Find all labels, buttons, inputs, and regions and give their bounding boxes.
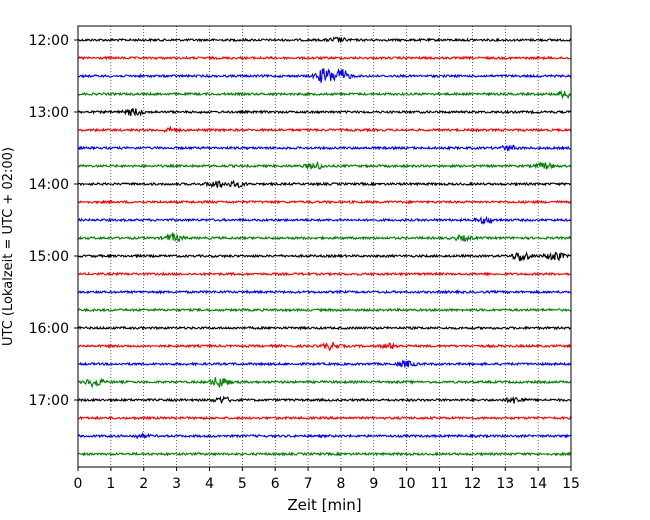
seismogram-trace <box>77 160 571 171</box>
y-tick-label: 16:00 <box>29 321 69 337</box>
x-tick-label: 5 <box>238 476 247 492</box>
seismogram-trace <box>77 431 572 440</box>
y-tick-label: 17:00 <box>29 393 69 409</box>
x-tick-label: 7 <box>304 476 313 492</box>
y-tick-label: 12:00 <box>29 33 69 49</box>
seismogram-trace <box>77 108 572 117</box>
seismogram-trace <box>77 180 572 189</box>
y-axis-ticks: 12:00 13:00 14:00 15:00 16:00 17:00 <box>29 33 78 409</box>
x-tick-label: 0 <box>74 476 83 492</box>
y-tick-label: 15:00 <box>29 249 69 265</box>
seismogram-trace <box>77 377 572 389</box>
x-tick-label: 4 <box>205 476 214 492</box>
seismogram-trace <box>77 89 572 100</box>
x-tick-label: 3 <box>172 476 181 492</box>
x-tick-label: 10 <box>398 476 416 492</box>
seismogram-trace <box>77 307 572 313</box>
x-tick-label: 11 <box>431 476 449 492</box>
seismogram-trace <box>77 250 572 262</box>
seismogram-trace <box>77 341 572 351</box>
seismogram-trace <box>77 125 572 134</box>
y-tick-label: 14:00 <box>29 177 69 193</box>
x-tick-label: 2 <box>139 476 148 492</box>
seismogram-trace <box>77 36 571 43</box>
seismogram-trace <box>77 199 572 205</box>
seismogram-traces <box>77 36 572 457</box>
seismogram-trace <box>77 144 572 152</box>
x-tick-label: 14 <box>529 476 547 492</box>
seismogram-trace <box>78 415 572 421</box>
seismogram-trace <box>77 271 572 277</box>
seismogram-trace <box>77 325 572 331</box>
seismogram-trace <box>77 67 572 84</box>
plot-frame <box>77 25 572 468</box>
seismogram-trace <box>77 451 572 457</box>
x-axis-ticks: 0 1 2 3 4 5 6 7 8 9 10 11 12 13 14 15 <box>74 467 580 492</box>
x-tick-label: 8 <box>336 476 345 492</box>
y-tick-label: 13:00 <box>29 105 69 121</box>
x-axis-label: Zeit [min] <box>287 496 361 514</box>
seismogram-trace <box>77 289 572 295</box>
x-tick-label: 15 <box>562 476 580 492</box>
seismogram-trace <box>77 215 572 225</box>
x-tick-label: 12 <box>463 476 481 492</box>
seismogram-trace <box>77 55 572 61</box>
seismogram-trace <box>77 231 572 243</box>
x-tick-label: 9 <box>369 476 378 492</box>
x-tick-label: 6 <box>271 476 280 492</box>
seismogram-trace <box>77 395 572 405</box>
x-tick-label: 1 <box>106 476 115 492</box>
y-axis-label: UTC (Lokalzeit = UTC + 02:00) <box>1 147 16 346</box>
seismogram-trace <box>77 359 572 368</box>
x-tick-label: 13 <box>496 476 514 492</box>
